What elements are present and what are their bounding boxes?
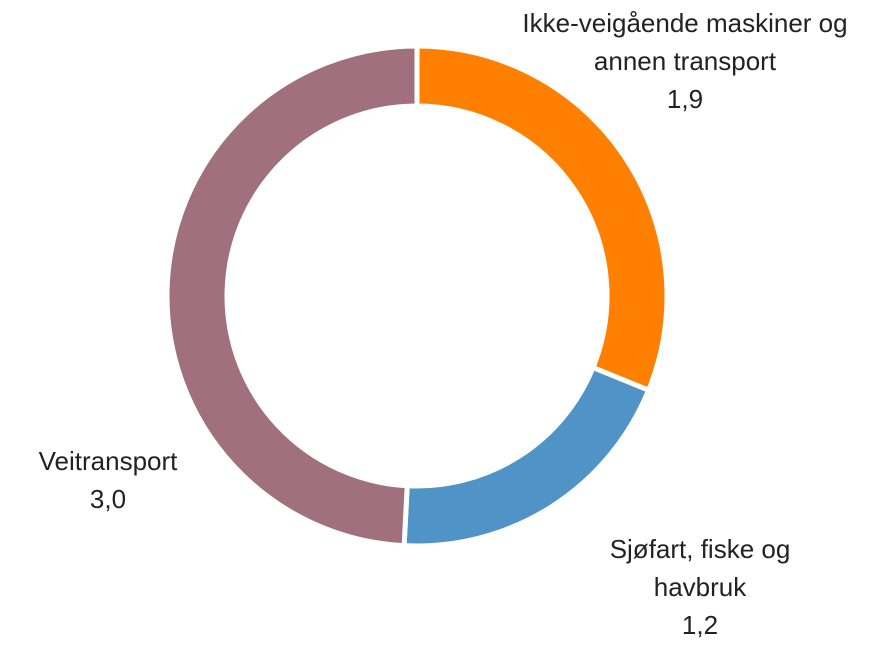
donut-slice xyxy=(401,364,652,549)
category-label: Ikke-veigående maskiner og annen transpo… xyxy=(522,8,848,76)
donut-slice xyxy=(414,43,670,394)
category-label: Sjøfart, fiske og havbruk xyxy=(609,534,791,602)
value-label: 1,9 xyxy=(666,84,704,114)
value-label: 1,2 xyxy=(681,610,719,640)
value-label: 3,0 xyxy=(89,484,127,514)
slice-label: Sjøfart, fiske og havbruk 1,2 xyxy=(565,530,835,644)
slice-label: Veitransport 3,0 xyxy=(0,442,216,518)
donut-slice xyxy=(164,43,420,549)
category-label: Veitransport xyxy=(38,446,178,476)
slice-label: Ikke-veigående maskiner og annen transpo… xyxy=(500,4,870,118)
